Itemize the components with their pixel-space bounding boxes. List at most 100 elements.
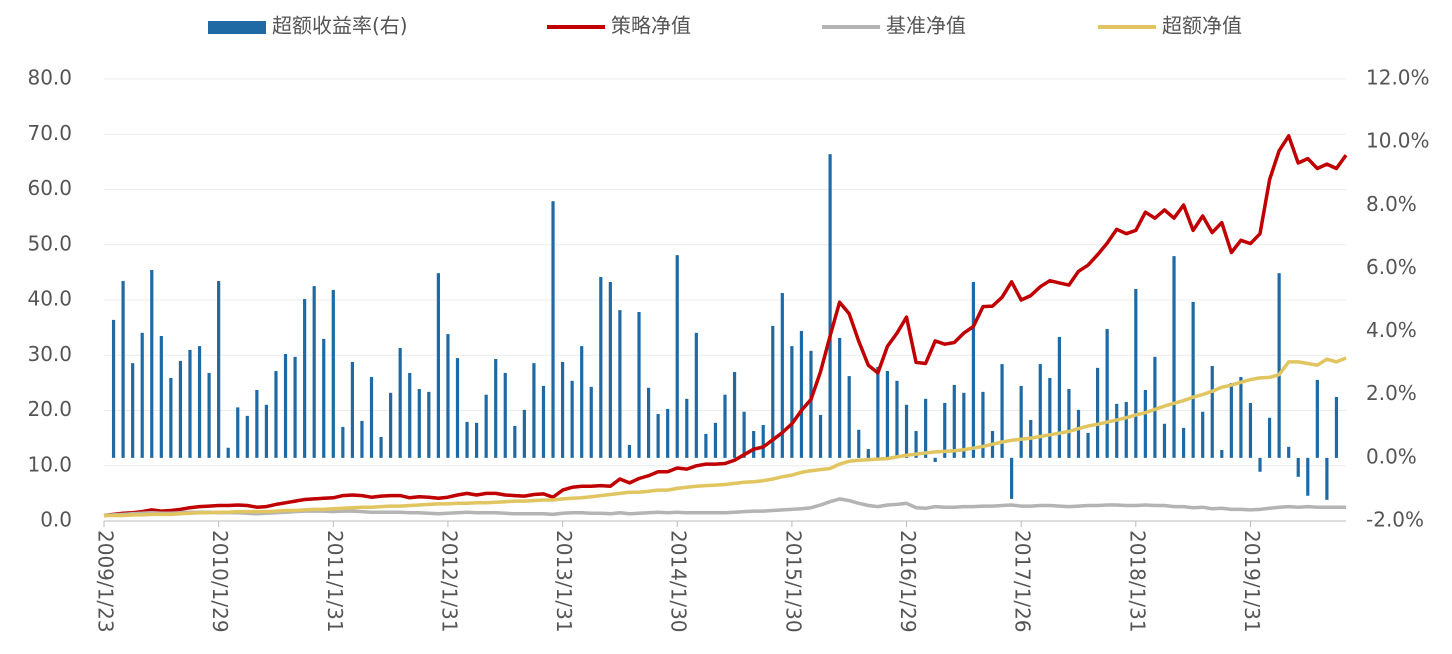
bar — [971, 282, 975, 458]
bar — [1057, 336, 1061, 458]
bar — [1296, 457, 1300, 477]
legend-label: 策略净值 — [611, 14, 691, 38]
bar — [293, 356, 297, 458]
bar — [1229, 383, 1233, 458]
y2-tick-label: 8.0% — [1366, 192, 1417, 216]
bar — [178, 360, 183, 458]
bar — [838, 337, 842, 458]
bar — [570, 380, 574, 458]
x-tick-label: 2012/1/31 — [437, 530, 461, 633]
bar — [1277, 273, 1281, 458]
legend-label: 超额收益率(右) — [272, 14, 408, 38]
bar — [274, 371, 278, 458]
bar — [150, 270, 154, 458]
bar — [513, 425, 517, 458]
bar — [408, 372, 412, 458]
bar — [522, 409, 526, 458]
legend-swatch — [208, 21, 266, 34]
bar — [962, 392, 966, 458]
bar — [1143, 389, 1147, 458]
bar — [322, 338, 326, 458]
x-tick-label: 2018/1/31 — [1125, 530, 1149, 633]
x-tick-label: 2009/1/23 — [94, 530, 118, 633]
bar — [924, 398, 928, 458]
legend-label: 基准净值 — [886, 14, 966, 38]
y-tick-label: 10.0 — [27, 452, 72, 476]
bar — [952, 384, 956, 458]
bar — [427, 391, 431, 458]
bar — [560, 361, 565, 458]
y2-tick-label: 4.0% — [1366, 318, 1417, 342]
bar — [1153, 356, 1157, 458]
y-tick-label: 20.0 — [27, 397, 72, 421]
bar — [188, 349, 192, 458]
bar — [799, 330, 804, 458]
bar — [1067, 389, 1071, 458]
bar — [1124, 401, 1128, 458]
bar — [1287, 446, 1291, 458]
bar — [1019, 385, 1023, 458]
bar — [627, 444, 632, 458]
y-tick-label: 0.0 — [40, 508, 72, 532]
bar — [398, 347, 402, 458]
x-tick-label: 2011/1/31 — [323, 530, 347, 633]
y2-tick-label: 12.0% — [1366, 66, 1430, 90]
bar — [417, 389, 421, 458]
bar — [236, 407, 240, 458]
bar — [790, 346, 794, 458]
bar — [1048, 377, 1052, 458]
y2-tick-label: 0.0% — [1366, 444, 1417, 468]
bar — [551, 201, 555, 458]
bar — [1267, 417, 1272, 458]
bar — [389, 392, 393, 458]
bar — [876, 366, 880, 458]
bar — [207, 372, 211, 458]
bar — [131, 363, 135, 458]
bar — [1105, 329, 1109, 458]
bar — [1086, 432, 1090, 458]
bar — [742, 411, 746, 458]
y2-tick-label: 6.0% — [1366, 255, 1417, 279]
bar — [847, 376, 851, 458]
bar — [704, 433, 708, 458]
bar — [943, 402, 947, 458]
bar — [818, 414, 823, 458]
bar — [1134, 288, 1138, 458]
bar — [446, 334, 450, 458]
bar — [303, 299, 307, 458]
bar — [494, 359, 498, 458]
bar — [532, 363, 536, 458]
bar — [264, 404, 269, 458]
bar — [656, 413, 660, 458]
y-tick-label: 70.0 — [27, 121, 72, 145]
bar — [1315, 379, 1319, 458]
bar — [904, 404, 909, 458]
bar — [455, 358, 460, 458]
y-tick-label: 80.0 — [27, 66, 72, 90]
x-tick-label: 2013/1/31 — [552, 530, 576, 633]
x-tick-label: 2014/1/30 — [667, 530, 691, 633]
legend-label: 超额净值 — [1162, 14, 1242, 38]
bar — [1258, 457, 1262, 472]
x-tick-label: 2016/1/29 — [896, 530, 920, 633]
bar — [1010, 457, 1014, 499]
bar — [1210, 365, 1214, 458]
bar — [475, 422, 479, 458]
bar — [197, 346, 202, 458]
bar — [121, 281, 125, 458]
x-tick-label: 2019/1/31 — [1240, 530, 1264, 633]
bar — [1162, 423, 1167, 458]
x-tick-label: 2017/1/26 — [1011, 530, 1035, 633]
bar — [436, 273, 440, 458]
bar — [771, 325, 775, 458]
bar — [723, 394, 727, 458]
x-tick-label: 2010/1/29 — [208, 530, 232, 633]
bar — [914, 431, 918, 458]
y-tick-label: 50.0 — [27, 231, 72, 255]
bar — [580, 346, 584, 458]
y2-tick-label: 2.0% — [1366, 381, 1417, 405]
y-tick-label: 60.0 — [27, 176, 72, 200]
bar — [981, 391, 985, 458]
bar — [1325, 457, 1329, 500]
y2-tick-label: 10.0% — [1366, 129, 1430, 153]
